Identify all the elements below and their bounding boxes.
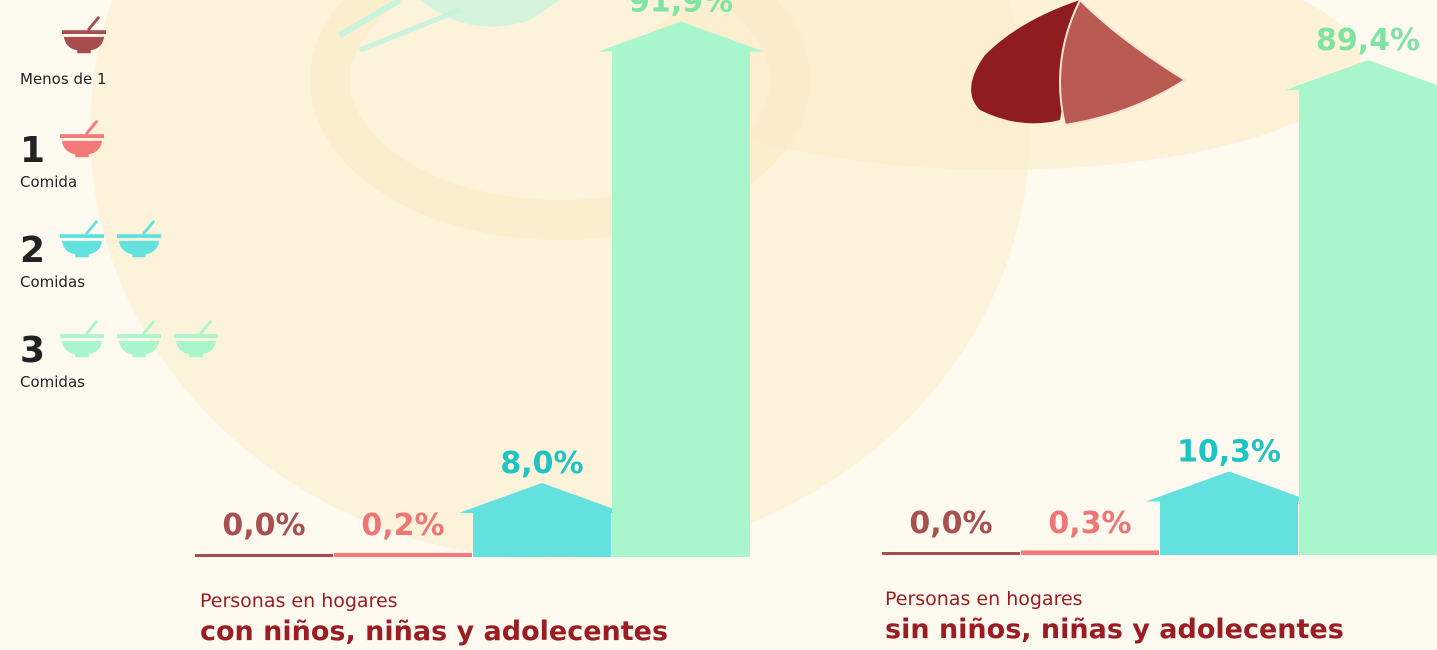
bar xyxy=(1285,60,1437,555)
value-label: 10,3% xyxy=(1177,434,1281,469)
legend-number: 3 xyxy=(20,330,45,371)
bar xyxy=(1021,550,1159,555)
chart-title: con niños, niñas y adolecentes xyxy=(200,616,668,647)
legend-label: Menos de 1 xyxy=(20,70,107,88)
infographic: Menos de 1 1 Comida 2 Comidas 3 Comidas … xyxy=(0,0,1437,650)
value-label: 89,4% xyxy=(1316,23,1420,58)
value-label: 0,2% xyxy=(361,508,444,543)
bar xyxy=(334,553,472,557)
legend-label: Comidas xyxy=(20,273,85,291)
value-label: 0,3% xyxy=(1048,506,1131,541)
legend-icon xyxy=(60,322,104,358)
chart-title: sin niños, niñas y adolecentes xyxy=(885,614,1344,645)
value-label: 0,0% xyxy=(909,506,992,541)
bar xyxy=(195,554,333,557)
value-label: 91,9% xyxy=(629,0,733,20)
bar xyxy=(882,552,1020,555)
legend-label: Comida xyxy=(20,173,77,191)
value-label: 8,0% xyxy=(500,446,583,481)
value-label: 0,0% xyxy=(222,508,305,543)
legend-icon xyxy=(60,222,104,258)
chart-subtitle: Personas en hogares xyxy=(200,590,398,612)
legend-number: 2 xyxy=(20,230,45,271)
chart-subtitle: Personas en hogares xyxy=(885,588,1083,610)
bar xyxy=(1146,471,1312,555)
legend-label: Comidas xyxy=(20,373,85,391)
legend-number: 1 xyxy=(20,130,45,171)
bar xyxy=(598,22,764,557)
